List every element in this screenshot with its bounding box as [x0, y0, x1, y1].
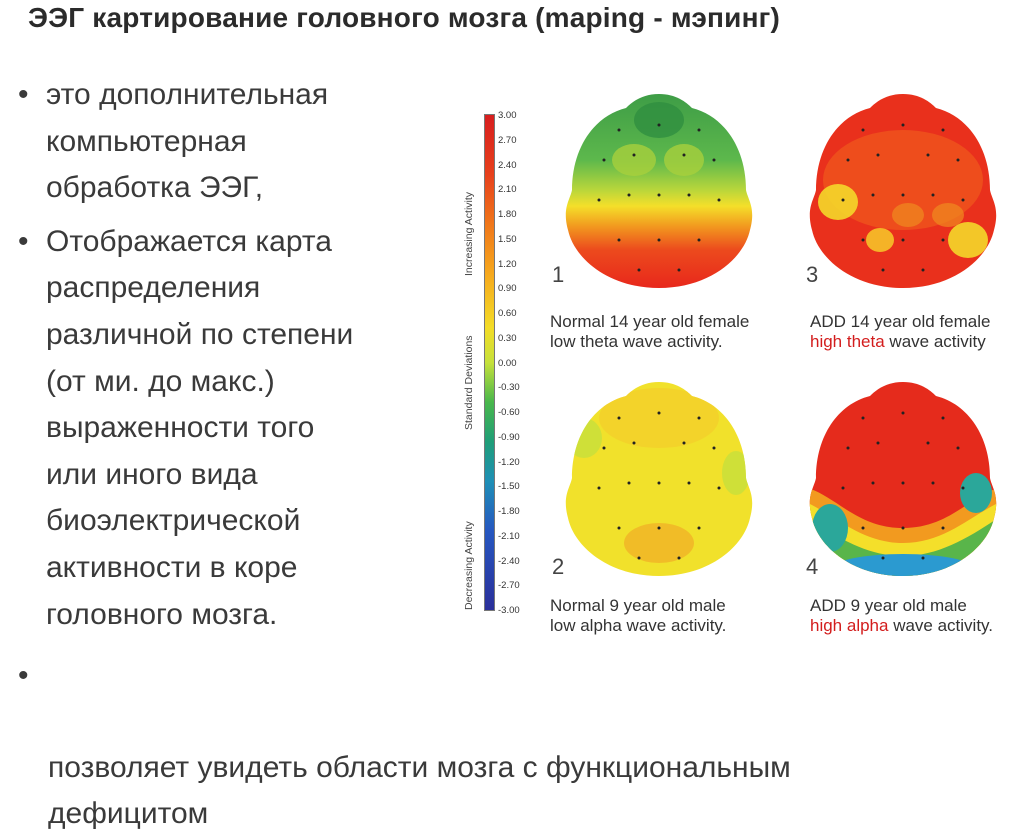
scale-tick-label: 1.20	[498, 258, 517, 270]
scale-tick-label: -1.80	[498, 506, 520, 517]
panel-number-2: 2	[552, 554, 565, 579]
caption-1-line2: low theta wave activity.	[550, 332, 723, 351]
bullet-dot: •	[18, 224, 29, 258]
scale-tick-label: -2.10	[498, 530, 520, 542]
scale-tick-label: -1.20	[498, 456, 520, 468]
panel-number-1: 1	[552, 262, 565, 287]
panel-number-4: 4	[806, 554, 819, 579]
scale-tick-label: 2.70	[498, 134, 517, 146]
caption-2-line2: low alpha wave activity.	[550, 616, 727, 635]
slide-title: ЭЭГ картирование головного мозга (maping…	[28, 2, 781, 33]
brain-map-3	[808, 90, 998, 290]
caption-4-line1: ADD 9 year old male	[810, 596, 967, 615]
bullet-dot: •	[18, 659, 29, 692]
scale-title-std-dev: Standard Deviations	[463, 335, 475, 430]
caption-2-line1: Normal 9 year old male	[550, 596, 726, 615]
caption-3-line1: ADD 14 year old female	[810, 312, 991, 331]
scale-tick-label: 0.90	[498, 283, 517, 295]
scale-tick-label: 0.30	[498, 332, 517, 344]
scale-tick-label: 3.00	[498, 110, 517, 121]
eeg-map-figure: Increasing Activity Standard Deviations …	[448, 90, 1024, 650]
bullet-item: • Отображается карта распределения разли…	[12, 219, 432, 638]
scale-tick-label: -0.90	[498, 431, 520, 443]
caption-3: ADD 14 year old female high theta wave a…	[810, 312, 990, 352]
scale-tick-label: -1.50	[498, 481, 520, 493]
bottom-bullet: • позволяет увидеть области мозга с функ…	[12, 653, 1024, 837]
scale-tick-label: 0.60	[498, 308, 517, 319]
scale-tick-label: -2.70	[498, 580, 520, 592]
scale-tick-label: 2.10	[498, 184, 517, 196]
caption-2: Normal 9 year old male low alpha wave ac…	[550, 596, 726, 636]
caption-3-highlight: high theta	[810, 332, 885, 351]
bullet-item: • это дополнительная компьютерная обрабо…	[12, 72, 432, 212]
brain-map-1	[564, 90, 754, 290]
bullet-list: • это дополнительная компьютерная обрабо…	[12, 72, 432, 638]
caption-4-highlight: high alpha	[810, 616, 889, 635]
bullet-text: позволяет увидеть области мозга с функци…	[48, 751, 791, 830]
caption-1: Normal 14 year old female low theta wave…	[550, 312, 749, 352]
caption-1-line1: Normal 14 year old female	[550, 312, 750, 331]
brain-map-2	[564, 378, 754, 578]
bullet-text: Отображается карта распределения различн…	[46, 224, 354, 631]
bullet-dot: •	[18, 78, 29, 111]
bullet-text: это дополнительная компьютерная обработк…	[46, 78, 329, 205]
scale-title-increasing: Increasing Activity	[463, 191, 475, 276]
scale-tick-label: 1.80	[498, 209, 517, 220]
brain-map-4	[808, 378, 998, 578]
color-scale-tick-labels: 3.00 2.70 2.40 2.10 1.80 1.50 1.20 0.90 0.60 0.30…	[498, 110, 534, 616]
panel-number-3: 3	[806, 262, 819, 287]
scale-tick-label: 2.40	[498, 159, 517, 171]
scale-tick-label: -3.00	[498, 605, 520, 616]
caption-3-line2: wave activity	[884, 332, 986, 351]
scale-tick-label: -0.60	[498, 407, 520, 418]
scale-tick-label: 1.50	[498, 233, 517, 245]
scale-tick-label: 0.00	[498, 357, 517, 369]
caption-4-line2: wave activity.	[888, 616, 994, 635]
scale-tick-label: -2.40	[498, 555, 520, 567]
scale-tick-label: -0.30	[498, 382, 520, 394]
caption-4: ADD 9 year old male high alpha wave acti…	[810, 596, 993, 636]
color-scale-bar	[484, 114, 495, 611]
scale-title-decreasing: Decreasing Activity	[463, 521, 475, 610]
